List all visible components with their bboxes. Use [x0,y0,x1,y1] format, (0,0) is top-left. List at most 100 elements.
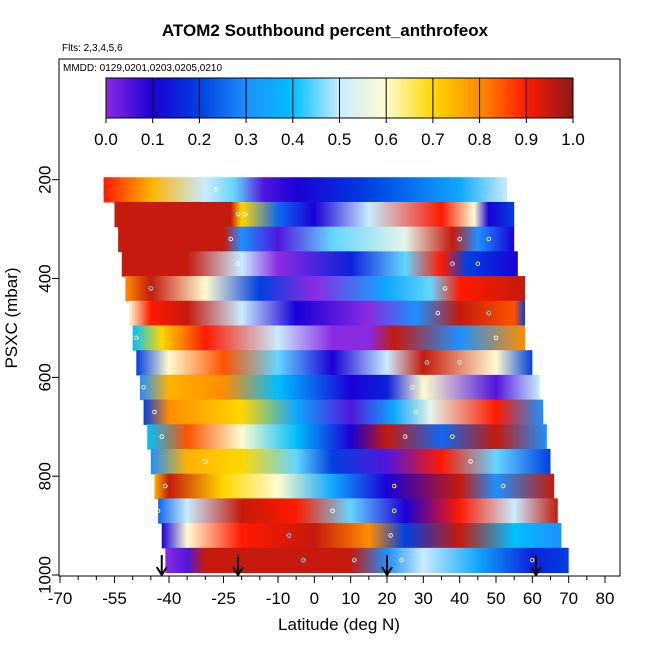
sample-marker [530,557,535,563]
y-tick-label: 400 [35,264,54,292]
colorbar-tick-label: 0.3 [234,130,258,149]
sample-marker [141,384,146,390]
colorbar: 0.0 0.1 0.2 0.3 0.4 0.5 0.6 0.7 0.8 0.9 1.0 [94,77,585,149]
arrow-head [381,566,393,577]
y-tick-label: 600 [35,363,54,391]
data-band [165,547,569,574]
x-tick-label: -25 [211,589,236,608]
arrow-head [530,566,542,577]
colorbar-tick-label: 0.1 [141,130,165,149]
data-band [103,177,507,203]
y-axis: 200 400 600 800 1000 [35,166,59,594]
data-band [121,251,518,277]
x-tick-label: 20 [378,589,397,608]
sample-marker [159,434,164,439]
colorbar-tick-label: 0.4 [281,130,305,149]
y-tick-label: 800 [35,462,54,490]
data-band [118,226,515,252]
sample-marker [475,261,481,266]
sample-marker [493,335,499,341]
y-tick-label: 200 [35,166,54,194]
sample-marker [457,236,462,242]
flights-label: Flts: 2,3,4,5,6 [62,43,123,54]
sample-marker [468,459,473,464]
colorbar-tick-label: 0.0 [94,130,118,149]
data-bands [103,177,569,574]
dates-label: MMDD: 0129,0201,0203,0205,0210 [63,63,222,74]
sample-marker [203,459,208,464]
data-band [125,276,526,302]
x-tick-label: 0 [310,589,319,608]
sample-marker [501,483,506,489]
sample-marker [424,360,430,365]
sample-marker [486,236,491,242]
data-band [150,449,551,475]
sample-marker [243,212,248,217]
sample-marker [392,508,397,514]
sample-marker [468,212,473,217]
sample-marker [155,508,161,514]
x-tick-label: 40 [450,589,469,608]
sample-marker [286,533,292,538]
colorbar-tick-label: 0.2 [188,130,212,149]
sample-marker [457,360,462,365]
colorbar-tick-label: 0.6 [374,130,398,149]
sample-marker [330,508,335,514]
latitude-arrows [155,555,542,577]
data-band [143,399,544,425]
sample-marker [152,409,157,415]
x-tick-label: -40 [157,589,182,608]
sample-marker [235,261,241,266]
sample-marker [399,557,404,563]
sample-marker [392,483,397,489]
sample-marker [228,236,234,242]
arrow-head [232,566,244,577]
x-tick-label: 80 [596,589,615,608]
x-tick-label: 60 [523,589,542,608]
x-axis-label: Latitude (deg N) [278,615,400,634]
sample-marker [450,434,455,439]
colorbar-tick-label: 0.8 [468,130,492,149]
sample-marker [134,335,139,341]
x-tick-label: 70 [559,589,578,608]
sample-marker [213,187,219,192]
data-band [158,498,558,524]
data-band [154,473,555,500]
sample-marker [163,483,168,489]
sample-marker [352,557,357,563]
sample-marker [413,409,419,415]
chart-title: ATOM2 Southbound percent_anthrofeox [162,21,489,40]
sample-marker [301,557,306,563]
y-axis-label: PSXC (mbar) [2,267,21,368]
x-tick-label: -55 [102,589,127,608]
sample-marker [410,384,415,390]
sample-marker [442,286,448,291]
colorbar-tick-label: 1.0 [561,130,585,149]
colorbar-tick-label: 0.5 [328,130,352,149]
data-band [132,325,526,351]
x-tick-label: 10 [341,589,360,608]
sample-marker [402,434,408,439]
data-band [161,523,562,549]
x-tick-label: 30 [414,589,433,608]
data-band [139,374,540,401]
sample-marker [435,310,441,316]
sample-marker [235,212,241,217]
data-band [147,424,547,450]
sample-marker [486,310,491,316]
data-band [129,300,526,327]
data-band [114,201,515,228]
x-tick-label: -10 [266,589,291,608]
colorbar-tick-label: 0.9 [514,130,538,149]
arrow-head [155,566,168,577]
x-tick-label: 50 [487,589,506,608]
sample-marker [388,533,393,538]
plot-frame [58,58,621,577]
x-axis: -70 -55 -40 -25 -10 0 10 20 30 40 50 60 70 80 [48,576,615,608]
data-band [136,350,533,376]
colorbar-tick-label: 0.7 [421,130,445,149]
sample-marker [450,261,455,266]
sample-marker [148,286,154,291]
sample-markers [134,187,535,563]
